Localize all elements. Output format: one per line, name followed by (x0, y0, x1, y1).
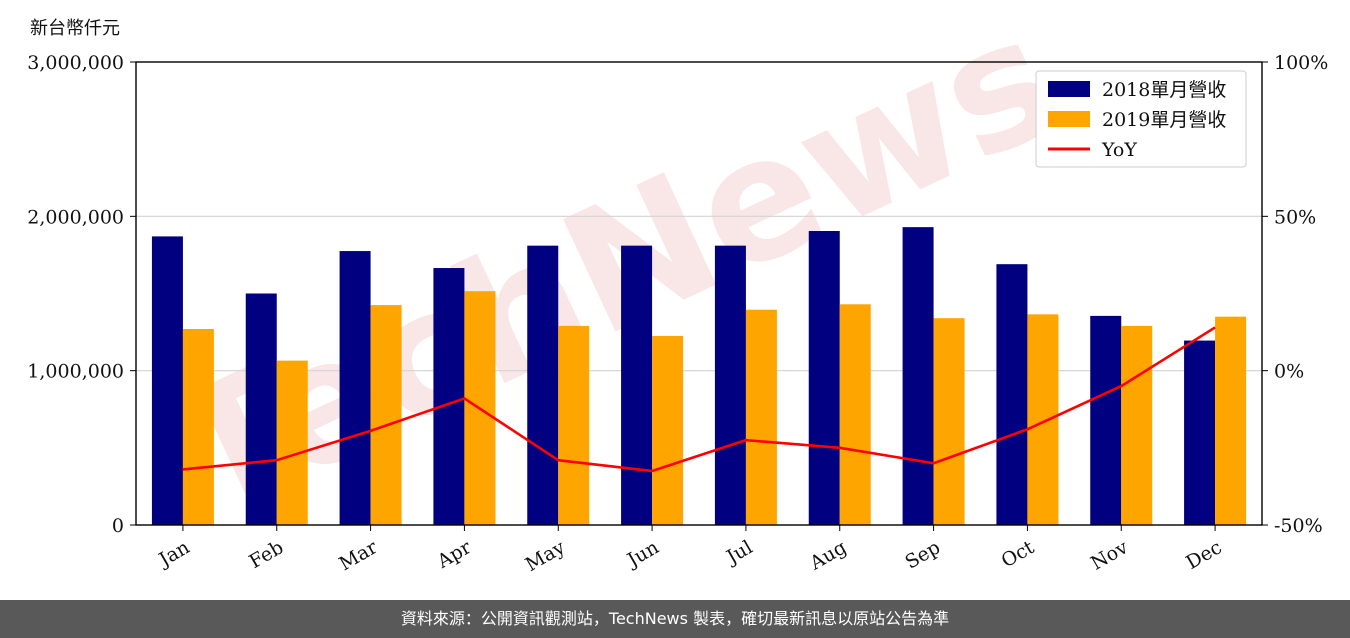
bar-2018 (151, 236, 183, 525)
x-tick-label: Jun (622, 536, 663, 572)
bar-2018 (433, 268, 465, 525)
y2-tick-label: 0% (1274, 361, 1304, 383)
x-tick-label: May (522, 536, 569, 576)
y2-tick-label: -50% (1274, 515, 1323, 537)
legend-label: 2019單月營收 (1102, 109, 1226, 131)
chart-area: TechNews 0 1,000,000 2,000,000 3,000,000 -50%… (27, 0, 1328, 576)
x-tick-label: Jul (721, 536, 756, 569)
bar-2018 (902, 227, 934, 526)
bar-2019 (1121, 325, 1153, 525)
bar-2018 (621, 245, 653, 525)
legend-label: 2018單月營收 (1102, 79, 1226, 101)
bar-2019 (558, 325, 590, 525)
y-tick-label: 2,000,000 (27, 206, 124, 228)
bar-2018 (1184, 340, 1216, 525)
x-tick-label: Mar (336, 536, 382, 575)
y-axis-unit-label: 新台幣仟元 (30, 18, 120, 39)
bar-2018 (808, 230, 840, 525)
y2-tick-label: 50% (1274, 206, 1316, 228)
legend-label: YoY (1101, 139, 1137, 161)
bar-2018 (996, 264, 1028, 525)
y2-tick-label: 100% (1274, 52, 1328, 74)
plot-frame (135, 61, 1263, 526)
bar-2018 (339, 251, 371, 525)
yoy-line (182, 326, 1216, 473)
x-tick-label: Sep (902, 536, 945, 573)
bar-2018 (714, 245, 746, 525)
legend-swatch (1048, 81, 1090, 97)
x-tick-label: Apr (433, 536, 476, 573)
y-tick-label: 0 (112, 515, 124, 537)
bar-2019 (276, 360, 308, 525)
bar-2019 (182, 328, 214, 525)
x-tick-label: Dec (1182, 536, 1225, 574)
x-tick-label: Oct (998, 536, 1039, 572)
y-tick-label: 1,000,000 (27, 361, 124, 383)
x-tick-label: Jan (154, 536, 194, 572)
y-tick-label: 3,000,000 (27, 52, 124, 74)
bar-2019 (839, 304, 871, 525)
bar-2019 (370, 305, 402, 525)
bar-2019 (933, 318, 965, 525)
bar-2019 (652, 335, 684, 525)
bar-2018 (1090, 315, 1122, 525)
x-tick-label: Nov (1087, 536, 1132, 575)
bar-2019 (1027, 314, 1059, 525)
bar-2019 (1215, 316, 1247, 525)
bar-2018 (245, 293, 277, 525)
bar-2019 (745, 309, 777, 525)
legend-swatch (1048, 111, 1090, 127)
revenue-chart: TechNews01,000,0002,000,0003,000,000-50%… (27, 0, 1328, 576)
x-tick-label: Aug (805, 536, 850, 575)
source-footer: 資料來源：公開資訊觀測站，TechNews 製表，確切最新訊息以原站公告為準 (0, 600, 1350, 638)
bar-2018 (527, 245, 559, 525)
